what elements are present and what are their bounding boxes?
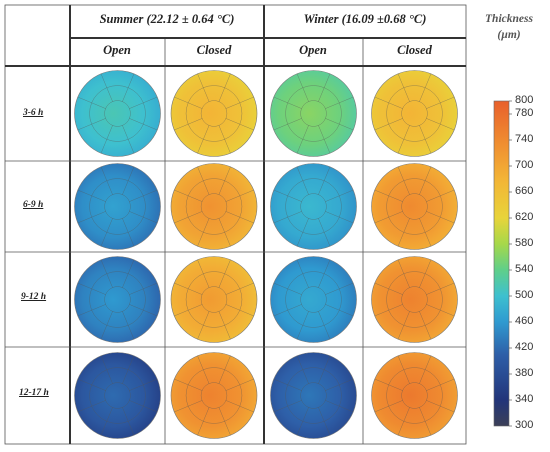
colorbar-tick-label: 740	[515, 133, 534, 145]
colorbar-tick-label: 380	[515, 367, 534, 379]
thickness-map	[170, 70, 258, 157]
colorbar	[493, 100, 510, 427]
colorbar-tick-label: 340	[515, 393, 534, 405]
thickness-map	[74, 256, 161, 343]
subheader-winter-open: Open	[299, 43, 327, 57]
row-label-3-6h: 3-6 h	[23, 108, 44, 118]
column-group-summer: Summer (22.12 ± 0.64 °C)	[99, 12, 235, 26]
map-disc	[170, 256, 258, 343]
map-disc	[170, 70, 258, 157]
thickness-map	[371, 352, 458, 439]
colorbar-tick-label: 580	[515, 237, 534, 249]
row-label-12-17h: 12-17 h	[19, 388, 49, 398]
map-disc	[371, 256, 458, 343]
thickness-map	[74, 352, 161, 439]
thickness-map	[371, 256, 458, 343]
colorbar-tick-label: 500	[515, 289, 534, 301]
colorbar-title-line2: (µm)	[497, 29, 521, 41]
map-disc	[270, 70, 357, 157]
thickness-map	[170, 256, 258, 343]
map-disc	[74, 352, 161, 439]
thickness-map	[170, 352, 258, 439]
map-disc	[371, 163, 458, 250]
thickness-map	[270, 352, 357, 439]
thickness-map	[371, 163, 458, 250]
column-group-winter: Winter (16.09 ±0.68 °C)	[303, 12, 427, 26]
table-border	[4, 4, 467, 445]
row-label-9-12h: 9-12 h	[21, 292, 47, 302]
subheader-winter-closed: Closed	[397, 43, 432, 57]
thickness-map	[270, 70, 357, 157]
map-disc	[170, 352, 258, 439]
colorbar-tick-label: 540	[515, 263, 534, 275]
map-disc	[270, 352, 357, 439]
thickness-map	[371, 70, 458, 157]
thickness-map	[270, 256, 357, 343]
subheader-summer-closed: Closed	[196, 43, 232, 57]
subheader-summer-open: Open	[103, 43, 131, 57]
map-disc	[270, 256, 357, 343]
colorbar-tick-label: 300	[515, 419, 534, 431]
map-disc	[170, 163, 258, 250]
map-disc	[74, 256, 161, 343]
colorbar-tick-label: 780	[515, 107, 534, 119]
thickness-map	[170, 163, 258, 250]
colorbar-title-line1: Thickness	[485, 13, 533, 25]
thickness-map	[74, 70, 161, 157]
colorbar-tick-label: 700	[515, 159, 534, 171]
colorbar-tick-label: 620	[515, 211, 534, 223]
map-disc	[74, 163, 161, 250]
colorbar-tick-label: 420	[515, 341, 534, 353]
thickness-map	[74, 163, 161, 250]
map-disc	[371, 352, 458, 439]
thickness-maps	[74, 70, 458, 439]
map-disc	[270, 163, 357, 250]
thickness-map	[270, 163, 357, 250]
colorbar-tick-label: 660	[515, 185, 534, 197]
row-label-6-9h: 6-9 h	[23, 200, 44, 210]
map-disc	[371, 70, 458, 157]
table-grid	[4, 4, 467, 445]
colorbar-title: Thickness (µm)	[474, 13, 544, 41]
map-disc	[74, 70, 161, 157]
colorbar-tick-label: 800	[515, 94, 534, 106]
colorbar-tick-label: 460	[515, 315, 534, 327]
